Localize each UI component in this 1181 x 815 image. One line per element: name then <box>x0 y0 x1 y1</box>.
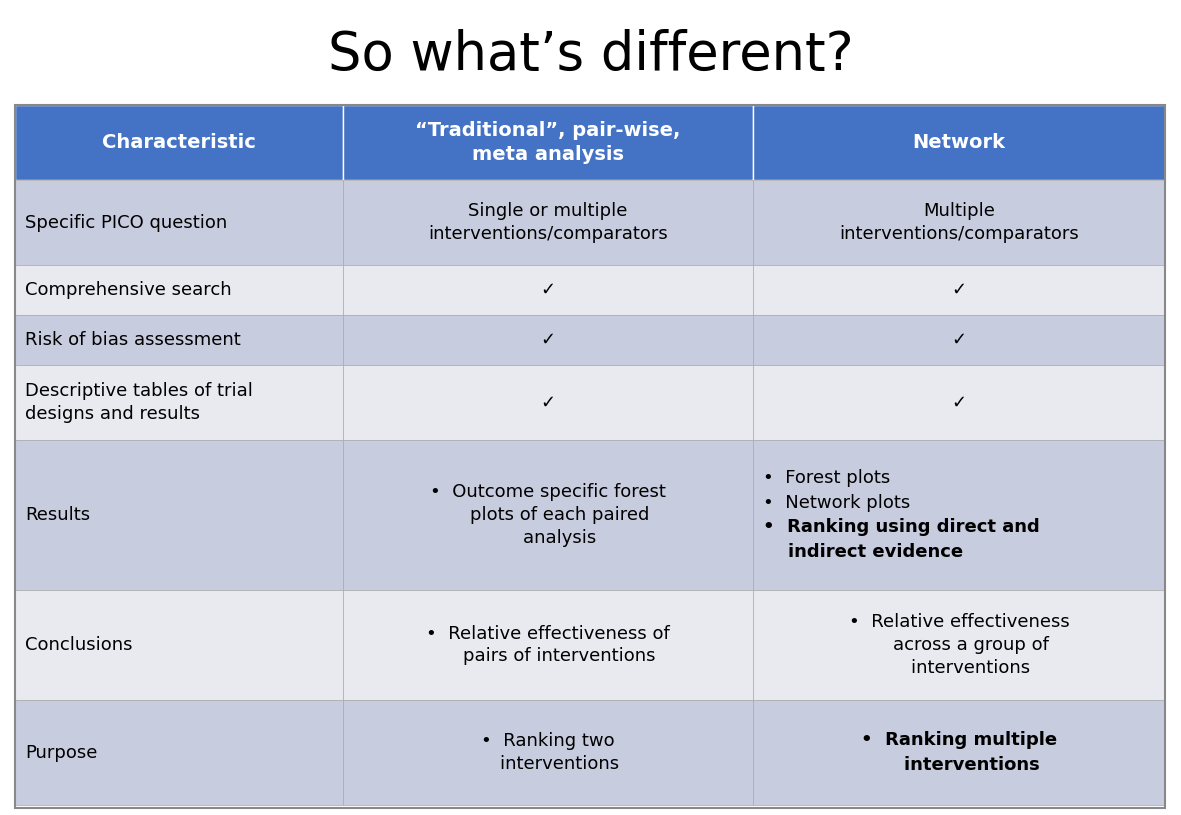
Bar <box>15 315 342 365</box>
Text: Risk of bias assessment: Risk of bias assessment <box>25 331 241 349</box>
Text: •  Forest plots: • Forest plots <box>763 469 890 487</box>
Text: ✓: ✓ <box>952 331 967 349</box>
Text: indirect evidence: indirect evidence <box>763 543 964 561</box>
Text: Descriptive tables of trial
designs and results: Descriptive tables of trial designs and … <box>25 382 253 423</box>
Bar <box>342 105 753 180</box>
Text: Characteristic: Characteristic <box>102 133 256 152</box>
Bar <box>342 365 753 440</box>
Bar <box>15 440 342 590</box>
Text: Specific PICO question: Specific PICO question <box>25 214 227 231</box>
Text: •  Ranking two
    interventions: • Ranking two interventions <box>477 732 619 773</box>
Text: ✓: ✓ <box>541 331 555 349</box>
Bar <box>342 590 753 700</box>
Bar <box>753 265 1164 315</box>
Bar <box>753 700 1164 805</box>
Bar <box>15 105 342 180</box>
Text: •  Ranking multiple: • Ranking multiple <box>861 731 1057 749</box>
Text: •  Relative effectiveness of
    pairs of interventions: • Relative effectiveness of pairs of int… <box>426 624 670 666</box>
Bar <box>15 365 342 440</box>
Text: interventions: interventions <box>879 756 1039 773</box>
Text: •  Outcome specific forest
    plots of each paired
    analysis: • Outcome specific forest plots of each … <box>430 483 666 547</box>
Text: •  Ranking using direct and: • Ranking using direct and <box>763 518 1040 536</box>
Bar <box>15 180 342 265</box>
Bar <box>15 105 1164 808</box>
Bar <box>753 365 1164 440</box>
Text: •  Network plots: • Network plots <box>763 494 911 512</box>
Text: Purpose: Purpose <box>25 743 97 761</box>
Bar <box>342 440 753 590</box>
Text: Multiple
interventions/comparators: Multiple interventions/comparators <box>840 202 1079 243</box>
Bar <box>753 440 1164 590</box>
Bar <box>342 700 753 805</box>
Text: Conclusions: Conclusions <box>25 636 132 654</box>
Bar <box>753 590 1164 700</box>
Text: So what’s different?: So what’s different? <box>327 29 854 81</box>
Text: ✓: ✓ <box>952 394 967 412</box>
Bar <box>753 105 1164 180</box>
Text: ✓: ✓ <box>952 281 967 299</box>
Bar <box>753 180 1164 265</box>
Bar <box>15 700 342 805</box>
Text: ✓: ✓ <box>541 281 555 299</box>
Bar <box>342 180 753 265</box>
Bar <box>342 265 753 315</box>
Text: Single or multiple
interventions/comparators: Single or multiple interventions/compara… <box>429 202 668 243</box>
Text: Network: Network <box>913 133 1006 152</box>
Text: “Traditional”, pair-wise,
meta analysis: “Traditional”, pair-wise, meta analysis <box>416 121 680 164</box>
Text: Comprehensive search: Comprehensive search <box>25 281 231 299</box>
Bar <box>342 315 753 365</box>
Bar <box>753 315 1164 365</box>
Bar <box>15 590 342 700</box>
Text: ✓: ✓ <box>541 394 555 412</box>
Bar <box>15 265 342 315</box>
Text: •  Relative effectiveness
    across a group of
    interventions: • Relative effectiveness across a group … <box>849 613 1070 677</box>
Text: Results: Results <box>25 506 90 524</box>
